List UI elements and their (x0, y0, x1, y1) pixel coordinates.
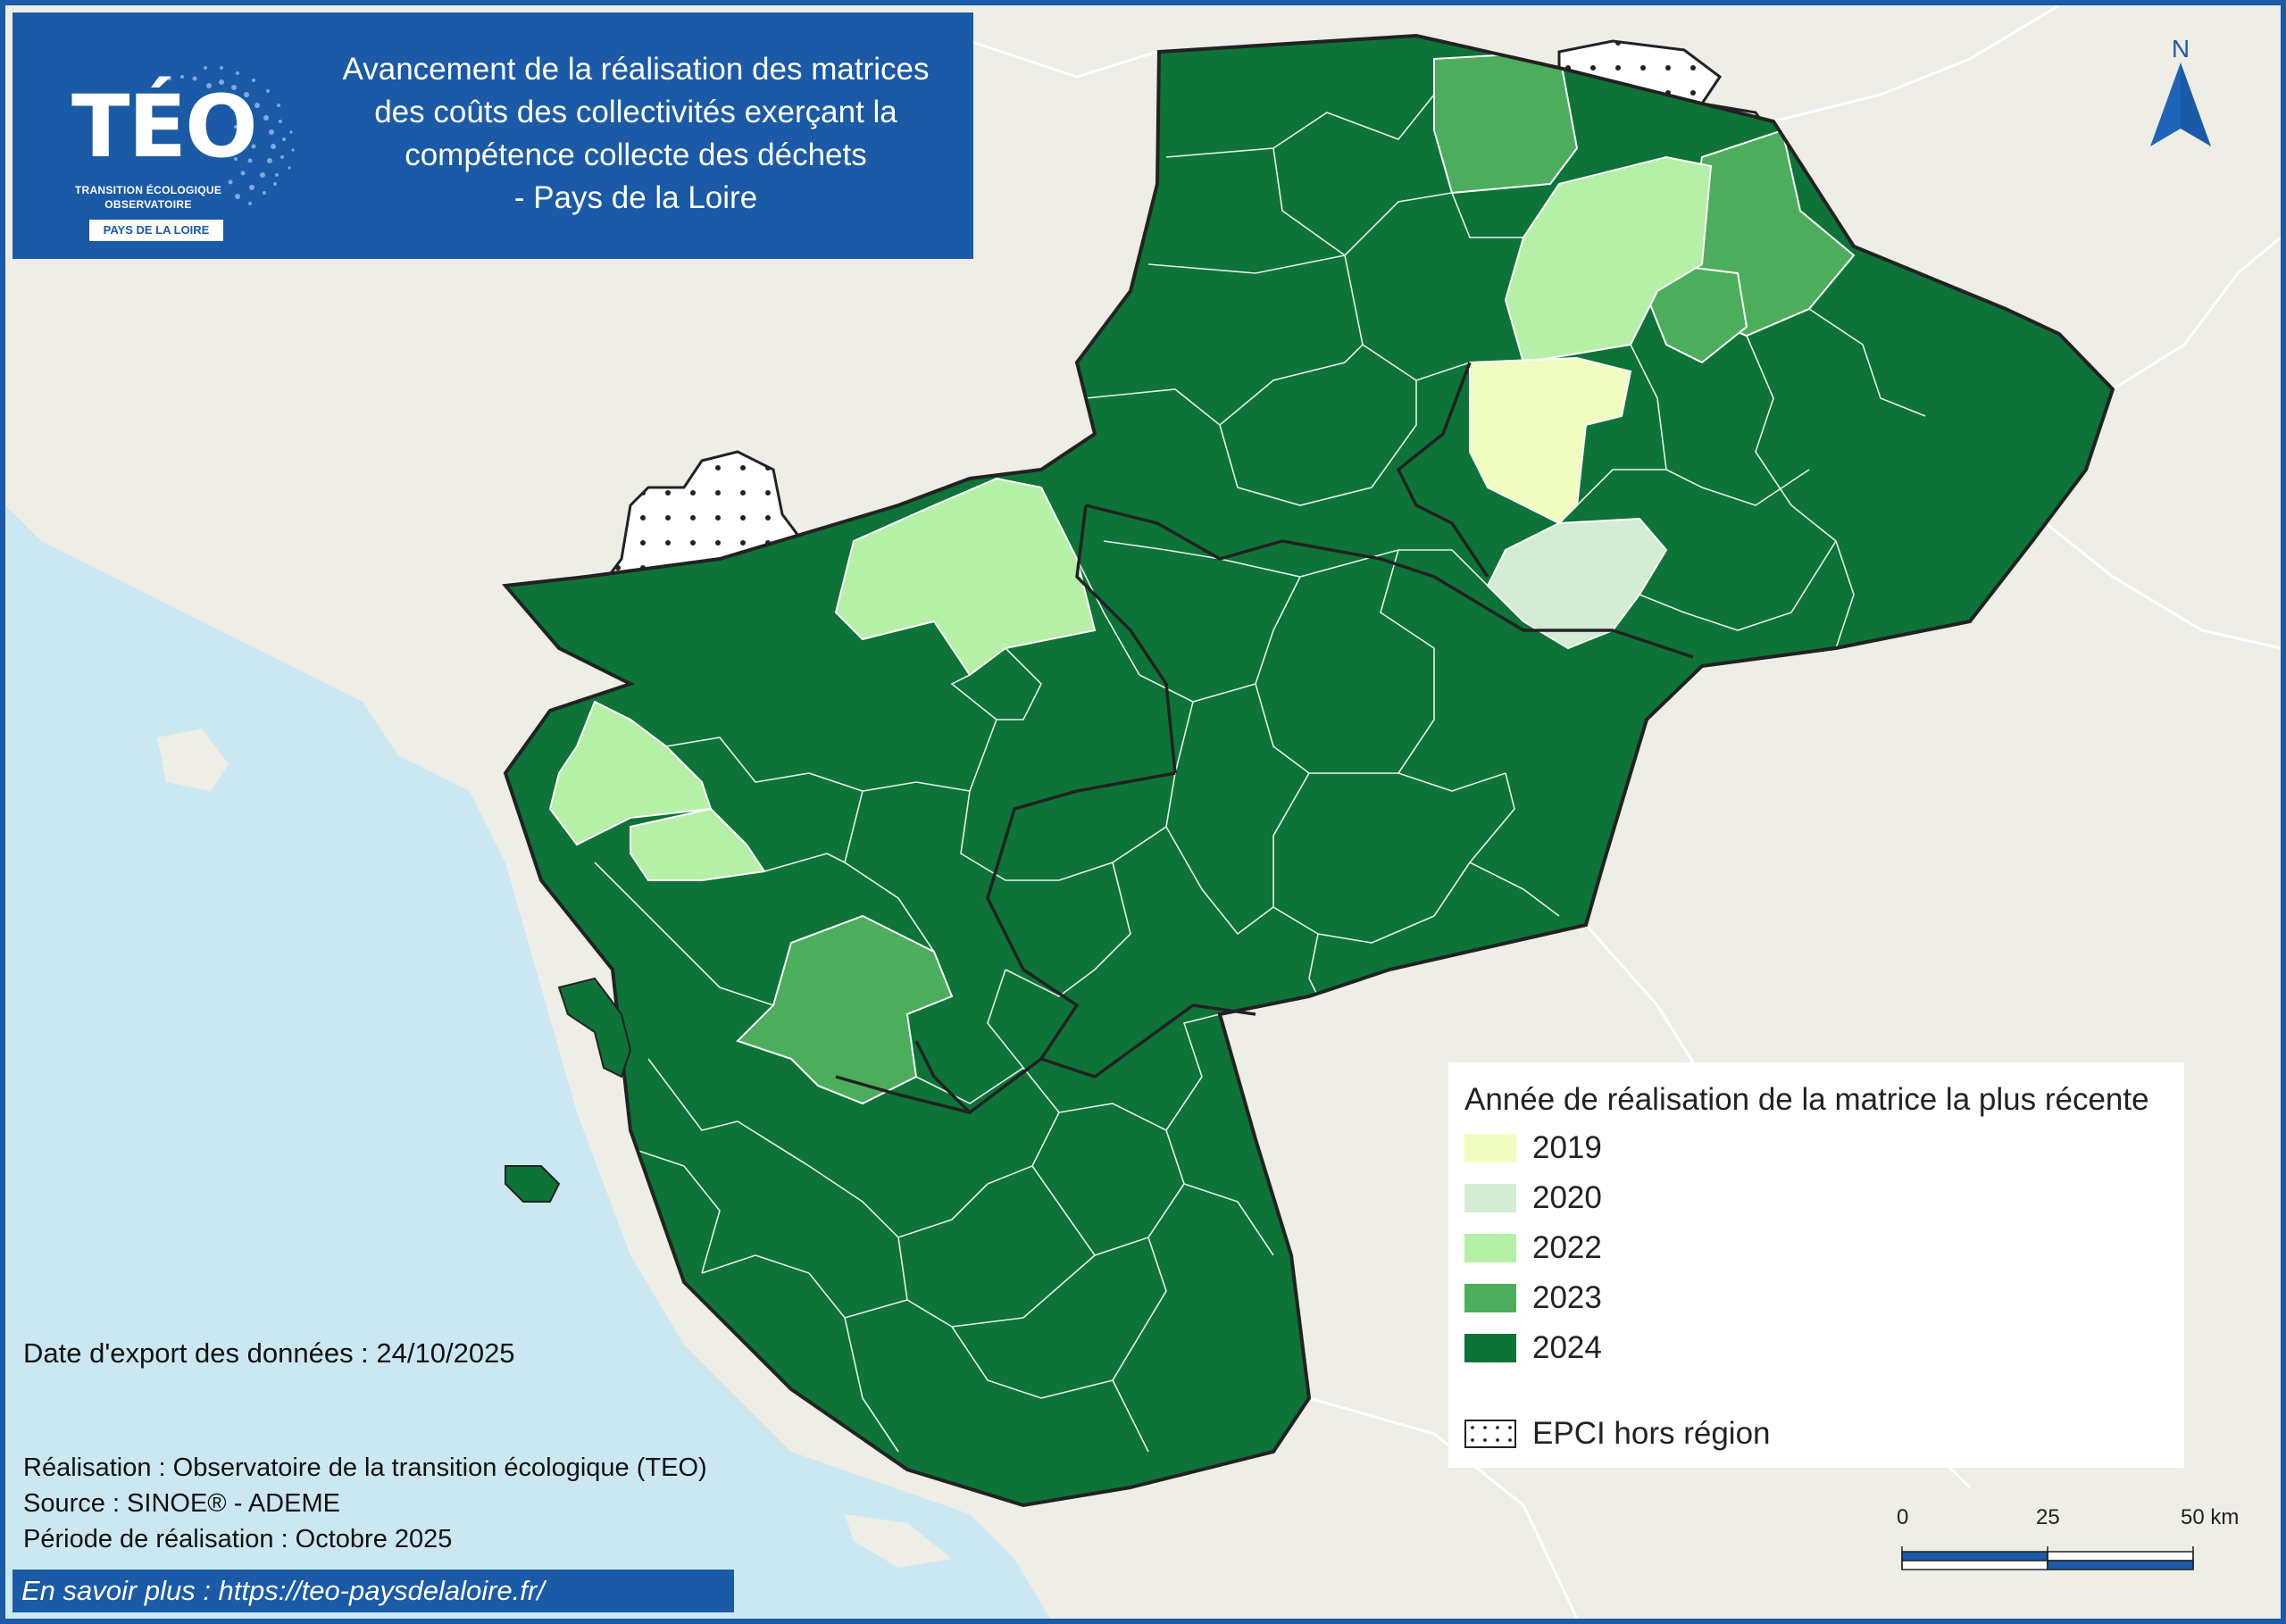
legend-label: 2020 (1532, 1180, 1602, 1215)
logo-wordmark: TÉO (71, 77, 258, 177)
legend-swatch (1464, 1184, 1516, 1212)
island (845, 1514, 952, 1568)
legend-swatch (1464, 1134, 1516, 1162)
legend-label: 2022 (1532, 1230, 1602, 1265)
legend-swatch (1464, 1284, 1516, 1312)
logo-subtitle-2: OBSERVATOIRE (104, 198, 192, 211)
legend-swatch (1464, 1234, 1516, 1262)
north-arrow-icon: N (2150, 35, 2211, 146)
legend-label: EPCI hors région (1532, 1416, 1771, 1451)
epci-2020 (1486, 517, 1668, 650)
legend-label: 2019 (1532, 1130, 1602, 1165)
epci-boundaries (594, 94, 1926, 1453)
map-title-line: des coûts des collectivités exerçant la (374, 95, 897, 129)
scale-label: 50 km (2181, 1505, 2240, 1529)
epci-2022-west-b (630, 807, 766, 881)
north-arrow: N (2136, 34, 2225, 159)
logo-subtitle: TRANSITION ÉCOLOGIQUE (74, 184, 222, 196)
legend-swatch-hatched (1464, 1420, 1516, 1448)
epci-2023-south (736, 914, 954, 1105)
legend: Année de réalisation de la matrice la pl… (1448, 1062, 2184, 1468)
more-info-banner: En savoir plus : https://teo-paysdelaloi… (13, 1570, 734, 1612)
scale-label: 25 (2036, 1505, 2060, 1529)
region-outline (502, 33, 2115, 1508)
scale-bar-graphic (1901, 1546, 2194, 1570)
epci-2022-north (1504, 155, 1713, 364)
scale-label: 0 (1897, 1505, 1909, 1529)
epci-2022-northwest (834, 477, 1097, 677)
credit-period: Période de réalisation : Octobre 2025 (23, 1525, 453, 1553)
map-title-line: compétence collecte des déchets (405, 137, 867, 172)
island (157, 729, 229, 791)
logo-dot-pattern-icon (168, 66, 295, 205)
map-title-line: Avancement de la réalisation des matrice… (342, 52, 930, 87)
legend-label: 2024 (1532, 1330, 1602, 1365)
export-date: Date d'export des données : 24/10/2025 (23, 1337, 515, 1369)
map-title: Avancement de la réalisation des matrice… (316, 48, 955, 220)
scale-bar: 0 25 50 km (1897, 1505, 2239, 1568)
department-borders (835, 362, 1694, 1115)
legend-label: 2023 (1532, 1280, 1602, 1315)
island-noirmoutier (557, 977, 632, 1079)
credit-source: Source : SINOE® - ADEME (23, 1489, 340, 1518)
epci-2023-north (1433, 50, 1579, 195)
title-box: TÉO TRANSITION ÉCOLOGIQUE OBSERVATOIRE P… (13, 12, 973, 259)
north-label: N (2172, 35, 2190, 62)
credit-realisation: Réalisation : Observatoire de la transit… (23, 1453, 707, 1482)
map-title-line: - Pays de la Loire (513, 180, 758, 215)
legend-swatch (1464, 1334, 1516, 1362)
more-info-link[interactable]: En savoir plus : https://teo-paysdelaloi… (21, 1575, 545, 1606)
island-yeu (505, 1165, 561, 1203)
logo-region-badge: PAYS DE LA LOIRE (89, 220, 223, 241)
teo-logo: TÉO TRANSITION ÉCOLOGIQUE OBSERVATOIRE P… (30, 32, 316, 246)
legend-title: Année de réalisation de la matrice la pl… (1464, 1082, 2149, 1117)
epci-2022-west-a (548, 700, 713, 846)
